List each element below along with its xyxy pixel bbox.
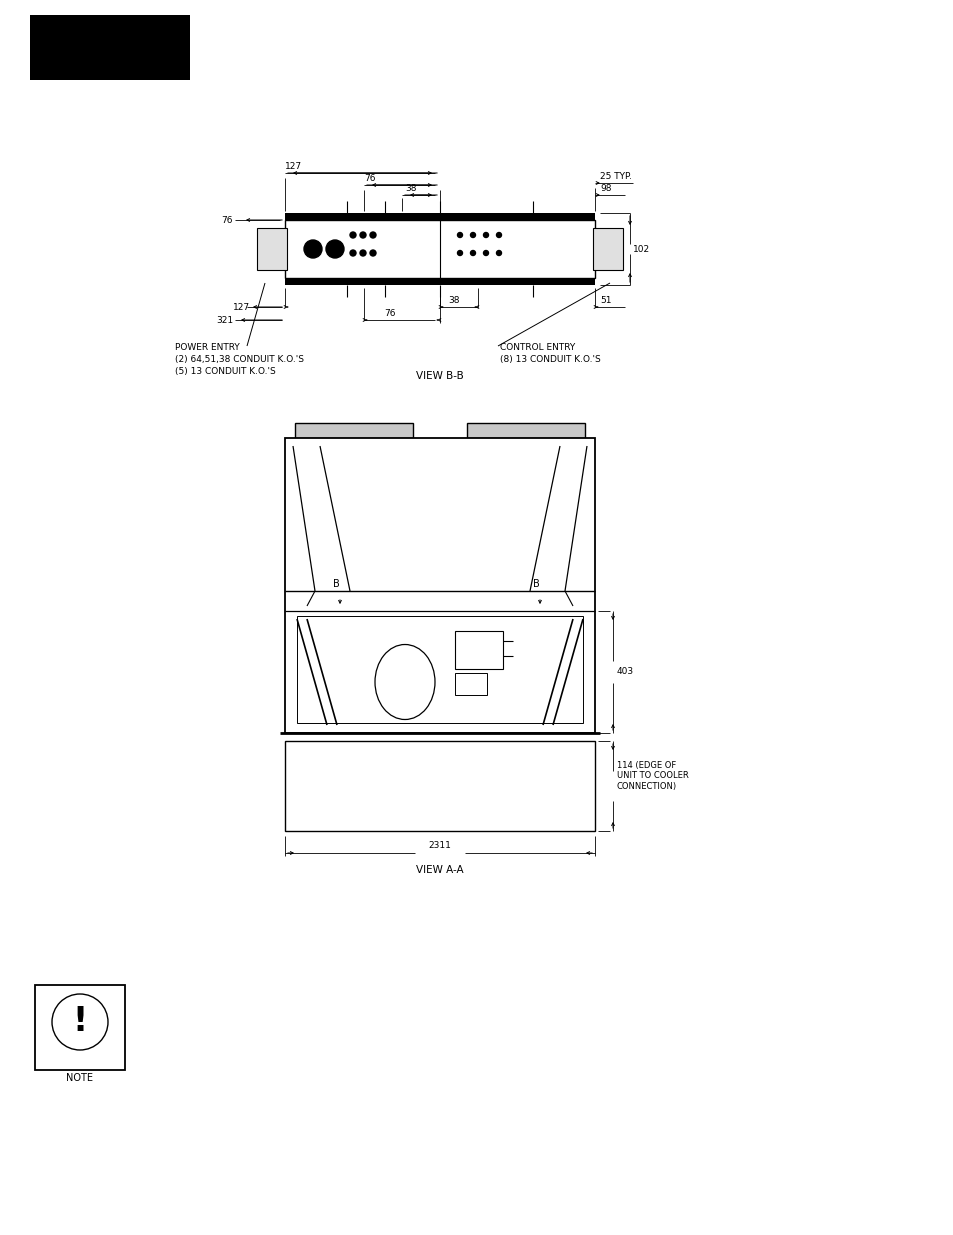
Bar	[285, 741, 595, 831]
Bar	[30, 15, 190, 80]
Text: CONTROL ENTRY: CONTROL ENTRY	[499, 343, 575, 352]
Text: 38: 38	[448, 296, 459, 305]
Text: POWER ENTRY: POWER ENTRY	[174, 343, 239, 352]
Text: 403: 403	[617, 667, 634, 677]
Circle shape	[326, 240, 344, 258]
Circle shape	[457, 232, 462, 237]
Circle shape	[350, 232, 355, 238]
Bar	[593, 228, 622, 270]
Text: (2) 64,51,38 CONDUIT K.O.'S: (2) 64,51,38 CONDUIT K.O.'S	[174, 354, 304, 364]
Text: NOTE: NOTE	[67, 1073, 93, 1083]
Ellipse shape	[375, 645, 435, 720]
Circle shape	[483, 232, 488, 237]
Bar	[455, 631, 502, 669]
Circle shape	[457, 251, 462, 256]
Text: 76: 76	[364, 174, 375, 183]
Text: 321: 321	[215, 315, 233, 325]
Circle shape	[359, 232, 366, 238]
Circle shape	[483, 251, 488, 256]
Circle shape	[496, 232, 501, 237]
Text: 25 TYP.: 25 TYP.	[599, 172, 631, 182]
Text: B: B	[532, 579, 538, 589]
Bar	[455, 673, 486, 695]
Circle shape	[52, 994, 108, 1050]
Circle shape	[470, 251, 475, 256]
Bar	[35, 986, 125, 1070]
Text: (8) 13 CONDUIT K.O.'S: (8) 13 CONDUIT K.O.'S	[499, 354, 600, 364]
Text: 51: 51	[599, 296, 611, 305]
Circle shape	[496, 251, 501, 256]
Bar	[296, 616, 582, 722]
Bar	[285, 438, 595, 734]
Circle shape	[359, 249, 366, 256]
Bar	[294, 424, 413, 438]
Circle shape	[350, 249, 355, 256]
Bar	[256, 228, 287, 270]
Circle shape	[470, 232, 475, 237]
Bar	[285, 278, 595, 285]
Text: (5) 13 CONDUIT K.O.'S: (5) 13 CONDUIT K.O.'S	[174, 367, 275, 375]
Text: 76: 76	[221, 215, 233, 225]
Text: 98: 98	[599, 184, 611, 193]
Text: 114 (EDGE OF
UNIT TO COOLER
CONNECTION): 114 (EDGE OF UNIT TO COOLER CONNECTION)	[617, 761, 688, 790]
Text: 38: 38	[405, 184, 416, 193]
Text: VIEW A-A: VIEW A-A	[416, 864, 463, 876]
Text: B: B	[333, 579, 339, 589]
Bar	[467, 424, 584, 438]
Circle shape	[304, 240, 322, 258]
Text: 127: 127	[233, 303, 250, 311]
Text: !: !	[72, 1005, 88, 1039]
Text: 102: 102	[633, 245, 649, 253]
Text: 2311: 2311	[428, 841, 451, 850]
Circle shape	[370, 232, 375, 238]
Text: 127: 127	[285, 162, 302, 170]
Text: VIEW B-B: VIEW B-B	[416, 370, 463, 382]
Circle shape	[370, 249, 375, 256]
Text: 76: 76	[384, 309, 395, 317]
Bar	[285, 212, 595, 220]
Bar	[285, 220, 595, 278]
